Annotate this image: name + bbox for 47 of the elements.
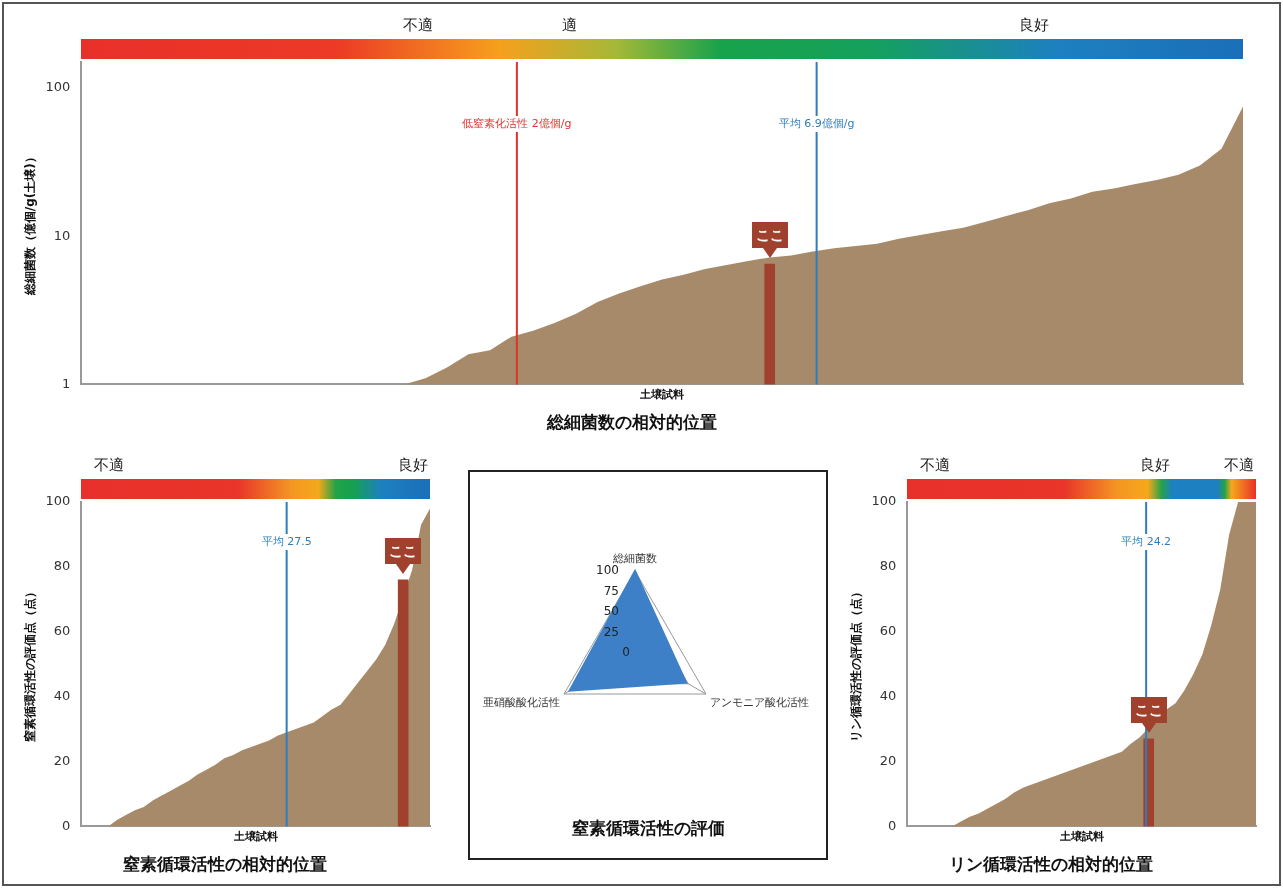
y-tick-label: 40 (879, 688, 897, 704)
y-tick-label: 25 (603, 624, 619, 639)
text: 適 (561, 16, 577, 35)
text: リン循環活性の相対的位置 (949, 854, 1153, 875)
spoke-label: 総細菌数 (612, 552, 657, 566)
y-tick-label: 40 (53, 688, 71, 704)
y-tick-label: 1 (61, 375, 71, 391)
y-tick-label: 100 (45, 79, 71, 95)
y-tick-label: 0 (61, 817, 71, 833)
y-tick-label: 100 (871, 493, 897, 509)
series-label: ここ (385, 537, 422, 564)
annotation: 平均 6.9億個/g (778, 116, 855, 130)
annotation: 低窒素化活性 2億個/g (462, 116, 572, 130)
text: 不適 (94, 456, 125, 475)
text: 不適 (1223, 456, 1254, 475)
spoke-label: 亜硝酸酸化活性 (482, 695, 560, 709)
annotation: 平均 27.5 (261, 534, 312, 548)
y-tick-label: 75 (603, 583, 619, 598)
annotation: 平均 24.2 (1121, 534, 1172, 548)
y-axis-title: 窒素循環活性の評価点（点） (23, 586, 38, 743)
text: 総細菌数の相対的位置 (545, 412, 717, 433)
series-label: ここ (751, 221, 788, 248)
y-tick-label: 60 (53, 623, 71, 639)
x-axis-title: 土壌試料 (232, 829, 278, 843)
x-axis-title: 土壌試料 (1058, 829, 1104, 843)
y-tick-label: 20 (879, 752, 897, 768)
text: 不適 (920, 456, 951, 475)
text: 窒素循環活性の相対的位置 (123, 854, 327, 875)
y-tick-label: 80 (879, 558, 897, 574)
y-tick-label: 20 (53, 752, 71, 768)
y-axis-title: リン循環活性の評価点（点） (849, 586, 864, 743)
y-tick-label: 0 (622, 645, 630, 660)
y-tick-label: 10 (53, 227, 71, 243)
text: 良好 (1018, 16, 1049, 35)
text: 良好 (1139, 456, 1170, 475)
x-axis-title: 土壌試料 (639, 387, 685, 401)
text: 窒素循環活性の評価 (571, 818, 725, 839)
series-label: ここ (1130, 696, 1167, 723)
spoke-label: アンモニア酸化活性 (710, 695, 810, 709)
y-tick-label: 100 (596, 563, 619, 578)
text: 良好 (397, 456, 428, 475)
y-axis-title: 総細菌数（億個/g(土壌)） (23, 151, 38, 297)
text: 不適 (403, 16, 434, 35)
y-tick-label: 0 (887, 817, 897, 833)
y-tick-label: 100 (45, 493, 71, 509)
y-tick-label: 80 (53, 558, 71, 574)
y-tick-label: 60 (879, 623, 897, 639)
